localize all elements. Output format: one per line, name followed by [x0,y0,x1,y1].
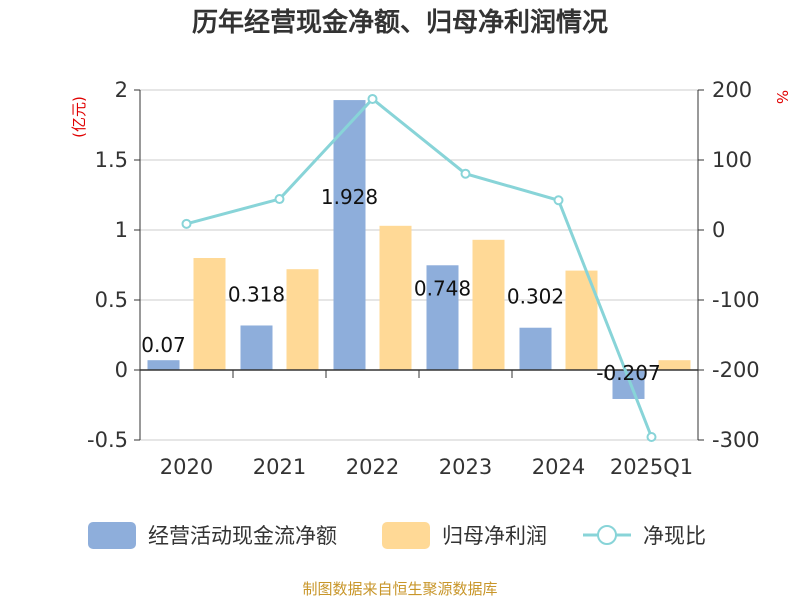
ratio-point [646,431,657,442]
y-left-tick-label: 1 [115,218,128,242]
x-tick-label: 2023 [439,455,492,479]
grid-lines [140,89,698,441]
data-label: 0.318 [228,282,285,306]
bar-netprofit [193,258,226,370]
y-right-tick-label: -200 [712,358,760,382]
legend-swatch [88,522,136,549]
bar-cashflow [240,325,273,370]
axes: 2 1.5 1 0.5 0 -0.5 200 100 0 -100 -200 -300 (亿元) % 202… [70,78,791,479]
y-left-tick-label: 0 [115,358,128,382]
legend-label: 经营活动现金流净额 [148,524,337,548]
data-labels: 0.07 0.318 1.928 0.748 0.302 -0.207 [141,185,661,385]
y-right-tick-label: -100 [712,288,760,312]
legend: 经营活动现金流净额 归母净利润 净现比 [88,522,706,549]
x-tick-label: 2020 [160,455,213,479]
x-tick-label: 2024 [532,455,585,479]
bar-netprofit [379,225,412,370]
bar-netprofit [658,360,691,370]
bars [147,100,691,399]
ratio-line [181,93,657,442]
bar-cashflow [333,100,366,370]
y-right-tick-label: 0 [712,218,725,242]
data-label: 0.302 [507,285,564,309]
source-note: 制图数据来自恒生聚源数据库 [302,580,497,598]
chart-title: 历年经营现金净额、归母净利润情况 [192,7,608,38]
y-left-tick-label: 1.5 [95,148,128,172]
ratio-point [553,195,564,206]
data-label: 1.928 [321,185,378,209]
legend-label: 归母净利润 [442,524,547,548]
ratio-point [181,218,192,229]
legend-label: 净现比 [643,524,706,548]
data-label: 0.748 [414,276,471,300]
y-left-tick-label: -0.5 [87,428,128,452]
x-tick-label: 2021 [253,455,306,479]
bar-cashflow [426,265,459,370]
y-right-tick-label: -300 [712,428,760,452]
ratio-point [460,168,471,179]
y-right-axis-label: % [773,90,791,104]
y-left-tick-label: 2 [115,78,128,102]
ratio-point [274,194,285,205]
y-right-tick-label: 200 [712,78,752,102]
legend-marker [597,525,617,545]
x-tick-label: 2022 [346,455,399,479]
x-tick-label: 2025Q1 [610,455,693,479]
bar-netprofit [472,239,505,370]
data-label: 0.07 [141,333,186,357]
data-label: -0.207 [596,361,660,385]
bar-netprofit [286,269,319,370]
bar-cashflow [519,327,552,370]
bar-cashflow [147,360,180,370]
y-left-axis-label: (亿元) [70,96,88,138]
y-right-tick-label: 100 [712,148,752,172]
ratio-series-line [186,96,653,438]
y-left-tick-label: 0.5 [95,288,128,312]
ratio-point [367,93,378,104]
legend-swatch [382,522,430,549]
